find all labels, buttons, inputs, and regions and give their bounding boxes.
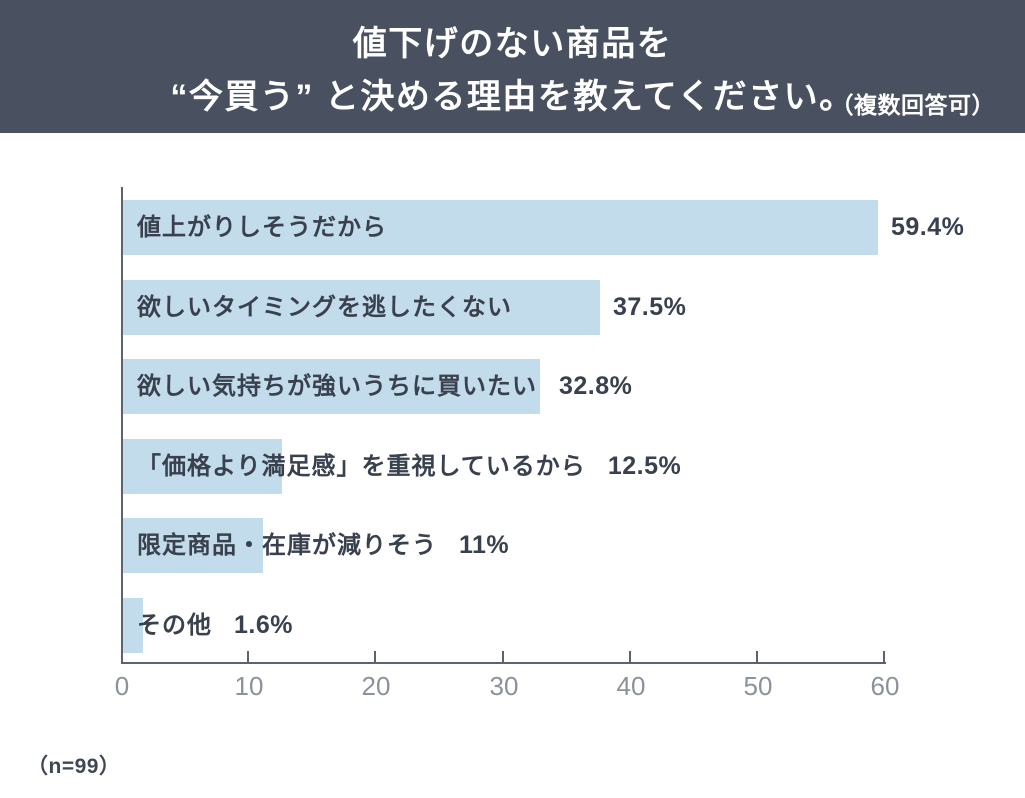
bar (123, 200, 878, 255)
x-tick-mark (629, 651, 631, 662)
y-axis-line (121, 187, 123, 664)
x-tick-mark (756, 651, 758, 662)
bar (123, 280, 600, 335)
horizontal-bar-chart: 値上がりしそうだから 59.4% 欲しいタイミングを逃したくない 37.5% 欲しい気持… (0, 133, 1025, 733)
sample-size-note: （n=99） (27, 755, 121, 778)
x-axis-line (121, 662, 886, 664)
bar (123, 439, 282, 494)
bar-value-label: 32.8% (559, 372, 633, 400)
bar-row: 限定商品・在庫が減りそう 11% (123, 518, 509, 573)
bar-row: その他 1.6% (123, 598, 293, 653)
title-line-2: “今買う” と決める理由を教えてください。 (170, 78, 855, 116)
bar-value-label: 59.4% (891, 213, 965, 241)
bar-row: 「価格より満足感」を重視しているから 12.5% (123, 439, 681, 494)
x-tick-label: 30 (489, 671, 519, 701)
x-tick-label: 50 (743, 671, 773, 701)
x-tick-label: 0 (114, 671, 130, 701)
bar (123, 598, 143, 653)
bar-category-label: 欲しい気持ちが強いうちに買いたい (137, 373, 537, 400)
x-tick-label: 20 (361, 671, 391, 701)
bar-value-label: 11% (459, 531, 510, 559)
x-tick-label: 60 (870, 671, 900, 701)
x-tick-mark (502, 651, 504, 662)
bar (123, 518, 263, 573)
bar-row: 欲しい気持ちが強いうちに買いたい 32.8% (123, 359, 632, 414)
x-tick-mark (883, 651, 885, 662)
bar-category-label: 「価格より満足感」を重視しているから (137, 453, 586, 480)
x-tick-mark (374, 651, 376, 662)
bar-category-label: 値上がりしそうだから (137, 214, 387, 241)
bar-value-label: 37.5% (613, 293, 687, 321)
bar (123, 359, 540, 414)
bar-category-label: その他 (137, 612, 212, 639)
x-tick-label: 10 (234, 671, 264, 701)
bar-row: 値上がりしそうだから 59.4% (123, 200, 964, 255)
bar-row: 欲しいタイミングを逃したくない 37.5% (123, 280, 686, 335)
bar-value-label: 1.6% (234, 611, 293, 639)
bar-value-label: 12.5% (607, 452, 682, 480)
bar-category-label: 限定商品・在庫が減りそう (137, 532, 437, 559)
title-line-1: 値下げのない商品を (352, 25, 673, 63)
bar-category-label: 欲しいタイミングを逃したくない (137, 294, 512, 321)
multiple-answers-note: （複数回答可） (830, 92, 995, 118)
x-tick-label: 40 (616, 671, 646, 701)
x-tick-mark (247, 651, 249, 662)
title-banner: 値下げのない商品を “今買う” と決める理由を教えてください。 （複数回答可） (0, 0, 1025, 133)
